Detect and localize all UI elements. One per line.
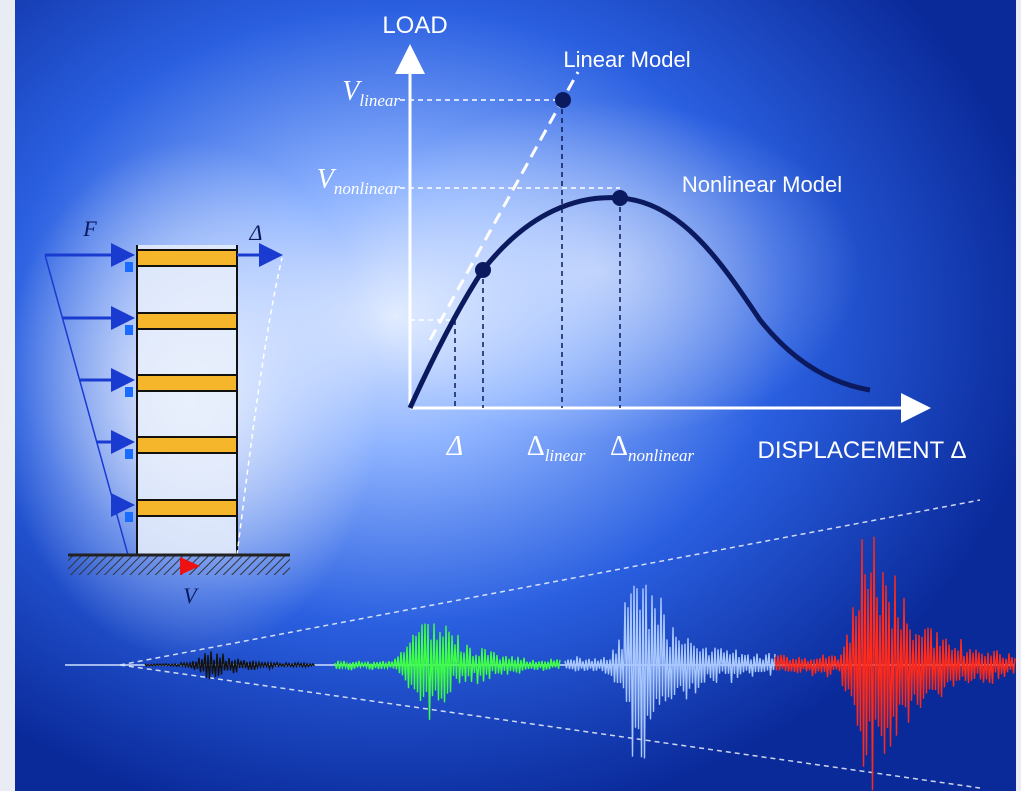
y-label: Vnonlinear bbox=[317, 164, 401, 198]
chart-glow bbox=[340, 100, 860, 440]
floor-mass bbox=[125, 325, 133, 335]
curve-label: Nonlinear Model bbox=[682, 172, 842, 197]
symbol: Δ bbox=[446, 431, 463, 462]
point bbox=[612, 190, 628, 206]
floor-slab bbox=[136, 499, 238, 517]
base-shear-arrow bbox=[180, 557, 200, 575]
waveforms bbox=[144, 536, 1016, 791]
floor-mass bbox=[125, 387, 133, 397]
guide-lines bbox=[400, 99, 620, 321]
floors bbox=[45, 243, 238, 522]
x-label: Δ bbox=[446, 431, 463, 462]
waveform bbox=[144, 651, 316, 680]
waveform bbox=[564, 584, 776, 759]
floor-slab bbox=[136, 249, 238, 267]
waveform bbox=[774, 536, 1016, 791]
floor-mass bbox=[125, 512, 133, 522]
linear-model-line bbox=[428, 71, 580, 341]
floor-mass bbox=[125, 449, 133, 459]
point bbox=[555, 92, 571, 108]
x-label: Δnonlinear bbox=[610, 431, 695, 465]
point bbox=[475, 262, 491, 278]
ground bbox=[68, 555, 290, 575]
symbol: V bbox=[342, 76, 362, 107]
symbol: V bbox=[317, 164, 337, 195]
floor-slab bbox=[136, 374, 238, 392]
symbol: Δ bbox=[610, 431, 628, 462]
load-profile bbox=[44, 254, 129, 556]
curve-label: Linear Model bbox=[563, 47, 690, 72]
subscript: linear bbox=[545, 446, 586, 465]
drift-label: Δ bbox=[249, 220, 263, 245]
floor-slab bbox=[136, 436, 238, 454]
x-label: Δlinear bbox=[527, 431, 586, 465]
symbol: Δ bbox=[527, 431, 545, 462]
force-label: F bbox=[82, 216, 97, 241]
subscript: linear bbox=[359, 91, 400, 110]
subscript: nonlinear bbox=[628, 446, 694, 465]
floor-mass bbox=[125, 262, 133, 272]
deflected-shape bbox=[236, 257, 283, 556]
shear-label: V bbox=[183, 583, 199, 608]
y-label: Vlinear bbox=[342, 76, 400, 110]
x-axis-label: DISPLACEMENT Δ bbox=[758, 437, 967, 464]
building: F Δ V bbox=[44, 216, 290, 608]
seismic-records bbox=[65, 499, 1016, 791]
subscript: nonlinear bbox=[334, 179, 400, 198]
load-displacement-sketch: LOAD Linear Model Nonlinear Model DISPLA… bbox=[317, 12, 967, 465]
amplification-cone bbox=[119, 499, 981, 789]
y-axis-label: LOAD bbox=[382, 12, 447, 39]
floor-slab bbox=[136, 312, 238, 330]
waveform bbox=[334, 623, 561, 720]
